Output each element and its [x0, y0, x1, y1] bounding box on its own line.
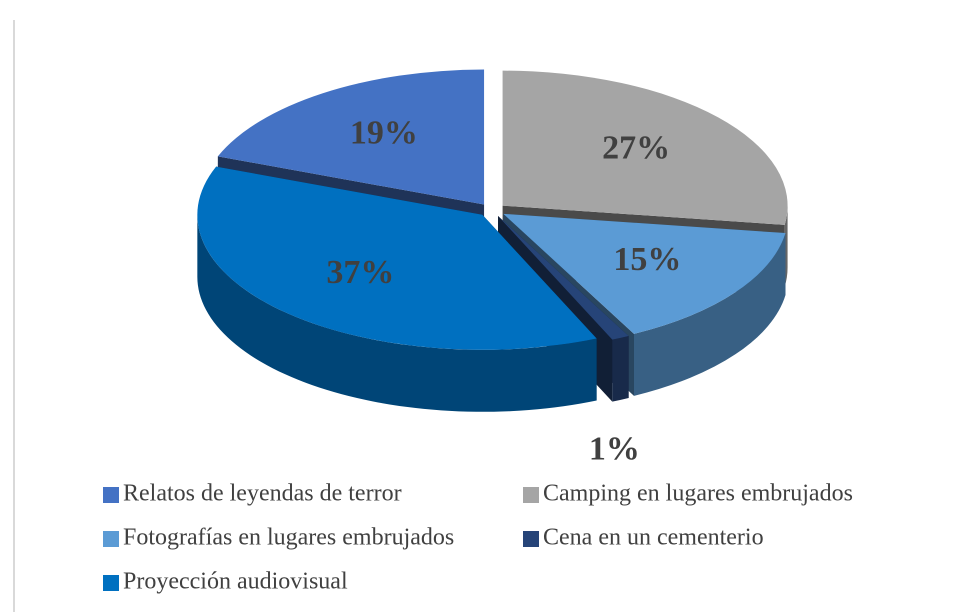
- legend-swatch: [103, 487, 119, 503]
- legend-label: Cena en un cementerio: [543, 525, 764, 551]
- slice: [503, 213, 786, 334]
- data-label: 15%: [613, 241, 681, 278]
- data-label: 37%: [326, 254, 394, 291]
- legend-label: Relatos de leyendas de terror: [123, 481, 402, 507]
- legend-label: Fotografías en lugares embrujados: [123, 525, 454, 551]
- slice: [502, 70, 788, 225]
- slice-side: [197, 214, 597, 412]
- legend-swatch: [103, 531, 119, 547]
- legend-label: Camping en lugares embrujados: [543, 481, 853, 507]
- legend-swatch: [103, 575, 119, 591]
- slice-side: [612, 335, 629, 402]
- legend-swatch: [523, 531, 539, 547]
- data-label: 19%: [350, 114, 418, 151]
- slice: [498, 215, 629, 340]
- slice: [217, 69, 485, 205]
- data-label: 27%: [602, 130, 670, 167]
- data-label: 1%: [589, 431, 640, 468]
- slice: [197, 166, 597, 350]
- slice-side: [633, 233, 786, 396]
- legend-swatch: [523, 487, 539, 503]
- legend-label: Proyección audiovisual: [123, 569, 348, 595]
